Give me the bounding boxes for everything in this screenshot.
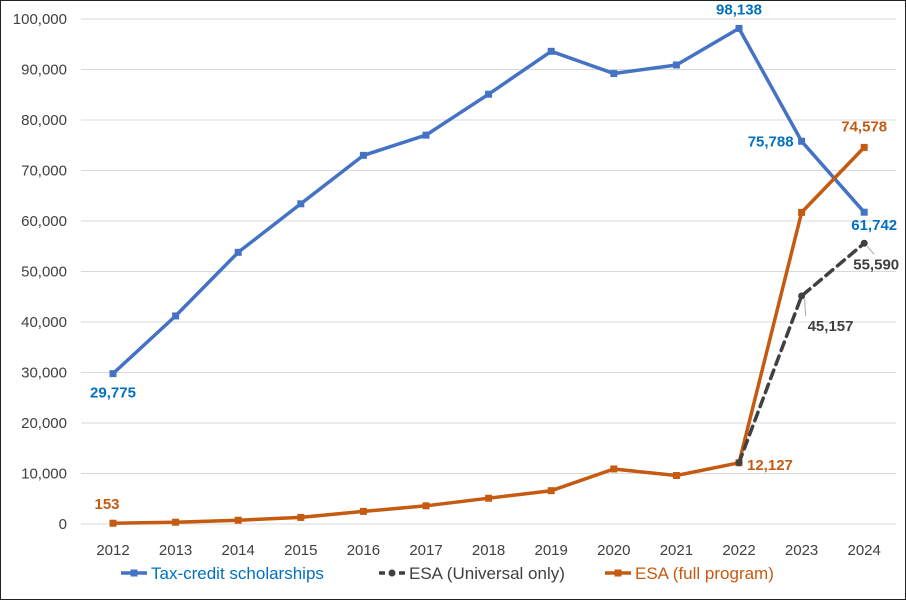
data-label: 12,127 <box>747 457 793 474</box>
x-tick-label: 2019 <box>535 542 568 559</box>
data-point <box>297 513 305 521</box>
x-tick-label: 2014 <box>222 542 255 559</box>
data-label: 75,788 <box>748 133 794 150</box>
data-point <box>234 516 242 524</box>
y-tick-label: 100,000 <box>13 11 67 28</box>
x-tick-label: 2018 <box>472 542 505 559</box>
x-axis-ticks: 2012 2013 2014 2015 2016 2017 2018 2019 2020 2021… <box>96 542 881 559</box>
x-tick-label: 2021 <box>660 542 693 559</box>
data-point <box>860 143 868 151</box>
y-tick-label: 50,000 <box>21 264 67 281</box>
y-tick-label: 40,000 <box>21 314 67 331</box>
data-point <box>860 239 868 247</box>
data-point <box>798 292 806 300</box>
data-point <box>547 487 555 495</box>
y-tick-label: 90,000 <box>21 62 67 79</box>
x-tick-label: 2022 <box>722 542 755 559</box>
y-axis-ticks: 0 10,000 20,000 30,000 40,000 50,000 60,000 70,… <box>13 11 67 533</box>
data-point <box>610 70 618 78</box>
data-labels: 29,775 98,138 75,788 61,742 45,157 55,590 153 1… <box>90 1 899 513</box>
data-point <box>672 61 680 69</box>
data-point <box>735 459 743 467</box>
data-label: 45,157 <box>808 318 854 335</box>
y-tick-label: 60,000 <box>21 213 67 230</box>
data-point <box>547 47 555 55</box>
label-leader-line <box>804 298 807 316</box>
data-point <box>297 200 305 208</box>
x-tick-label: 2017 <box>409 542 442 559</box>
y-tick-label: 20,000 <box>21 415 67 432</box>
x-tick-label: 2023 <box>785 542 818 559</box>
data-point <box>485 90 493 98</box>
legend-marker <box>388 569 396 577</box>
legend[interactable]: Tax-credit scholarships ESA (Universal on… <box>121 564 774 583</box>
legend-item-1[interactable]: ESA (Universal only) <box>379 564 565 583</box>
data-label: 74,578 <box>841 118 887 135</box>
legend-label: ESA (full program) <box>635 564 774 583</box>
data-point <box>422 502 430 510</box>
data-point <box>860 208 868 216</box>
data-point <box>234 248 242 256</box>
data-point <box>798 208 806 216</box>
legend-label: ESA (Universal only) <box>409 564 565 583</box>
data-point <box>109 370 117 378</box>
data-point <box>422 131 430 139</box>
data-point <box>109 519 117 527</box>
series-line-1 <box>737 241 866 465</box>
legend-item-2[interactable]: ESA (full program) <box>605 564 774 583</box>
data-point <box>735 24 743 32</box>
x-tick-label: 2012 <box>96 542 129 559</box>
x-tick-label: 2013 <box>159 542 192 559</box>
data-label: 153 <box>94 496 119 513</box>
data-point <box>359 507 367 515</box>
data-point <box>359 151 367 159</box>
label-leader-line <box>866 245 875 255</box>
legend-marker <box>614 569 622 577</box>
data-point <box>172 518 180 526</box>
data-point <box>172 312 180 320</box>
data-label: 61,742 <box>851 217 897 234</box>
x-tick-label: 2016 <box>347 542 380 559</box>
legend-marker <box>130 569 138 577</box>
data-point <box>610 465 618 473</box>
legend-label: Tax-credit scholarships <box>151 564 324 583</box>
data-label: 98,138 <box>716 1 762 18</box>
data-label: 29,775 <box>90 385 136 402</box>
y-tick-label: 70,000 <box>21 163 67 180</box>
y-tick-label: 0 <box>59 516 67 533</box>
x-tick-label: 2020 <box>597 542 630 559</box>
legend-item-0[interactable]: Tax-credit scholarships <box>121 564 324 583</box>
data-point <box>798 137 806 145</box>
data-point <box>485 494 493 502</box>
series-lines <box>109 24 868 527</box>
data-point <box>672 472 680 480</box>
x-tick-label: 2015 <box>284 542 317 559</box>
y-tick-label: 10,000 <box>21 466 67 483</box>
y-tick-label: 30,000 <box>21 365 67 382</box>
x-tick-label: 2024 <box>848 542 881 559</box>
data-label: 55,590 <box>853 256 899 273</box>
y-tick-label: 80,000 <box>21 112 67 129</box>
